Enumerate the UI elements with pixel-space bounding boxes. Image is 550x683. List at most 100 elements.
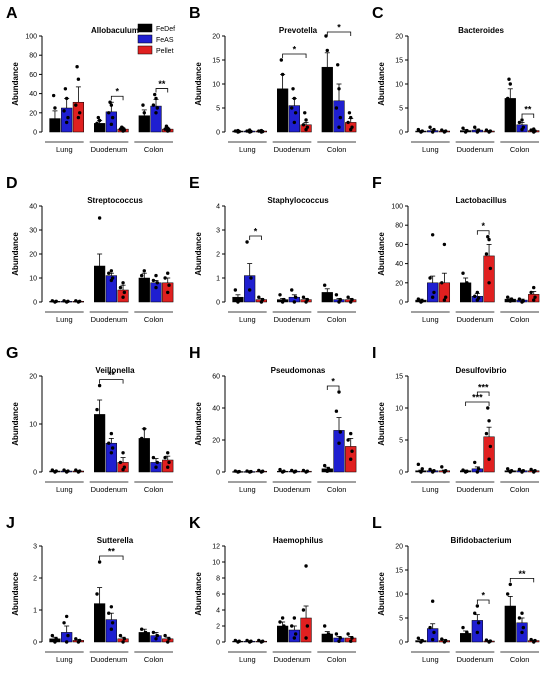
data-point [109, 122, 114, 127]
significance-bracket [326, 31, 352, 36]
data-point [322, 624, 327, 628]
data-point [139, 627, 144, 631]
data-point [66, 299, 70, 303]
y-axis-label: Abundance [377, 402, 386, 446]
group-label: Duodenum [91, 145, 128, 154]
panel-title: Haemophilus [273, 536, 324, 545]
panel-title: Bacteroides [458, 26, 504, 35]
data-point [430, 295, 435, 299]
data-point [166, 451, 170, 455]
y-tick-label: 60 [212, 374, 220, 381]
significance-bracket [509, 578, 535, 583]
group-label: Duodenum [91, 655, 128, 664]
panel-D: D Streptococcus 0 10 20 30 40 Abundance Lung Duod… [6, 175, 174, 324]
data-point [520, 630, 524, 635]
significance-label: ** [108, 547, 116, 557]
y-tick-label: 1 [33, 608, 37, 615]
group-label: Lung [56, 485, 73, 494]
data-point [428, 467, 432, 472]
data-point [109, 269, 114, 273]
data-point [476, 296, 481, 300]
data-point [95, 266, 99, 271]
data-point [249, 469, 253, 474]
data-point [249, 639, 253, 643]
data-point [346, 632, 350, 636]
panel-letter: E [189, 175, 200, 192]
data-point [473, 460, 477, 465]
data-point [420, 129, 424, 133]
data-point [488, 266, 493, 271]
data-point [233, 288, 238, 292]
data-point [508, 82, 512, 86]
data-point [507, 77, 511, 81]
data-point [154, 285, 158, 290]
y-tick-label: 4 [216, 608, 220, 615]
data-point [350, 125, 354, 129]
y-tick-label: 10 [212, 82, 220, 89]
data-point [432, 630, 436, 635]
data-point [301, 468, 306, 473]
group-label: Colon [144, 485, 164, 494]
data-point [278, 467, 282, 472]
data-point [121, 295, 125, 299]
panel-letter: A [6, 5, 18, 22]
significance-label: * [481, 591, 485, 601]
significance-bracket [476, 599, 490, 604]
significance-bracket [326, 385, 340, 390]
data-point [325, 297, 329, 302]
data-point [488, 129, 493, 133]
data-point [529, 637, 533, 642]
data-point [484, 252, 489, 256]
significance-label: ** [108, 370, 116, 380]
data-point [110, 276, 115, 280]
data-point [293, 632, 298, 636]
data-point [166, 640, 170, 644]
group-label: Lung [239, 315, 256, 324]
panel-letter: L [372, 515, 382, 532]
panel-B: B Prevotella 0 5 10 15 20 Abundance Lung Duodenum… [189, 5, 357, 154]
data-point [475, 604, 480, 608]
data-point [143, 446, 148, 450]
bar-FeDef [138, 438, 150, 473]
y-tick-label: 100 [25, 34, 37, 41]
data-point [96, 115, 101, 120]
data-point [529, 128, 533, 132]
data-point [301, 295, 306, 299]
legend-label-FeDef: FeDef [156, 26, 175, 33]
data-point [257, 468, 261, 473]
data-point [54, 125, 58, 129]
data-point [76, 115, 81, 120]
data-point [432, 469, 436, 473]
data-point [292, 120, 297, 125]
data-point [142, 427, 146, 431]
data-point [107, 441, 111, 445]
y-tick-label: 100 [391, 204, 403, 211]
data-point [520, 118, 524, 122]
data-point [442, 242, 447, 247]
group-label: Lung [56, 655, 73, 664]
group-label: Duodenum [274, 485, 311, 494]
data-point [322, 283, 327, 287]
data-point [99, 608, 103, 612]
data-point [349, 457, 353, 461]
data-point [97, 276, 102, 280]
data-point [74, 299, 78, 303]
data-point [509, 606, 514, 611]
y-tick-label: 10 [395, 406, 403, 413]
data-point [282, 624, 286, 628]
significance-label: * [331, 377, 335, 387]
data-point [337, 441, 341, 445]
data-point [77, 299, 82, 303]
data-point [346, 295, 350, 299]
y-tick-label: 10 [29, 422, 37, 429]
data-point [236, 128, 240, 133]
data-point [118, 460, 123, 465]
data-point [233, 638, 238, 643]
panel-title: Bifidobacterium [451, 536, 512, 545]
data-point [324, 34, 328, 38]
data-point [167, 637, 171, 641]
y-axis-label: Abundance [11, 572, 20, 616]
data-point [259, 128, 264, 133]
data-point [290, 288, 294, 292]
y-tick-label: 10 [212, 560, 220, 567]
